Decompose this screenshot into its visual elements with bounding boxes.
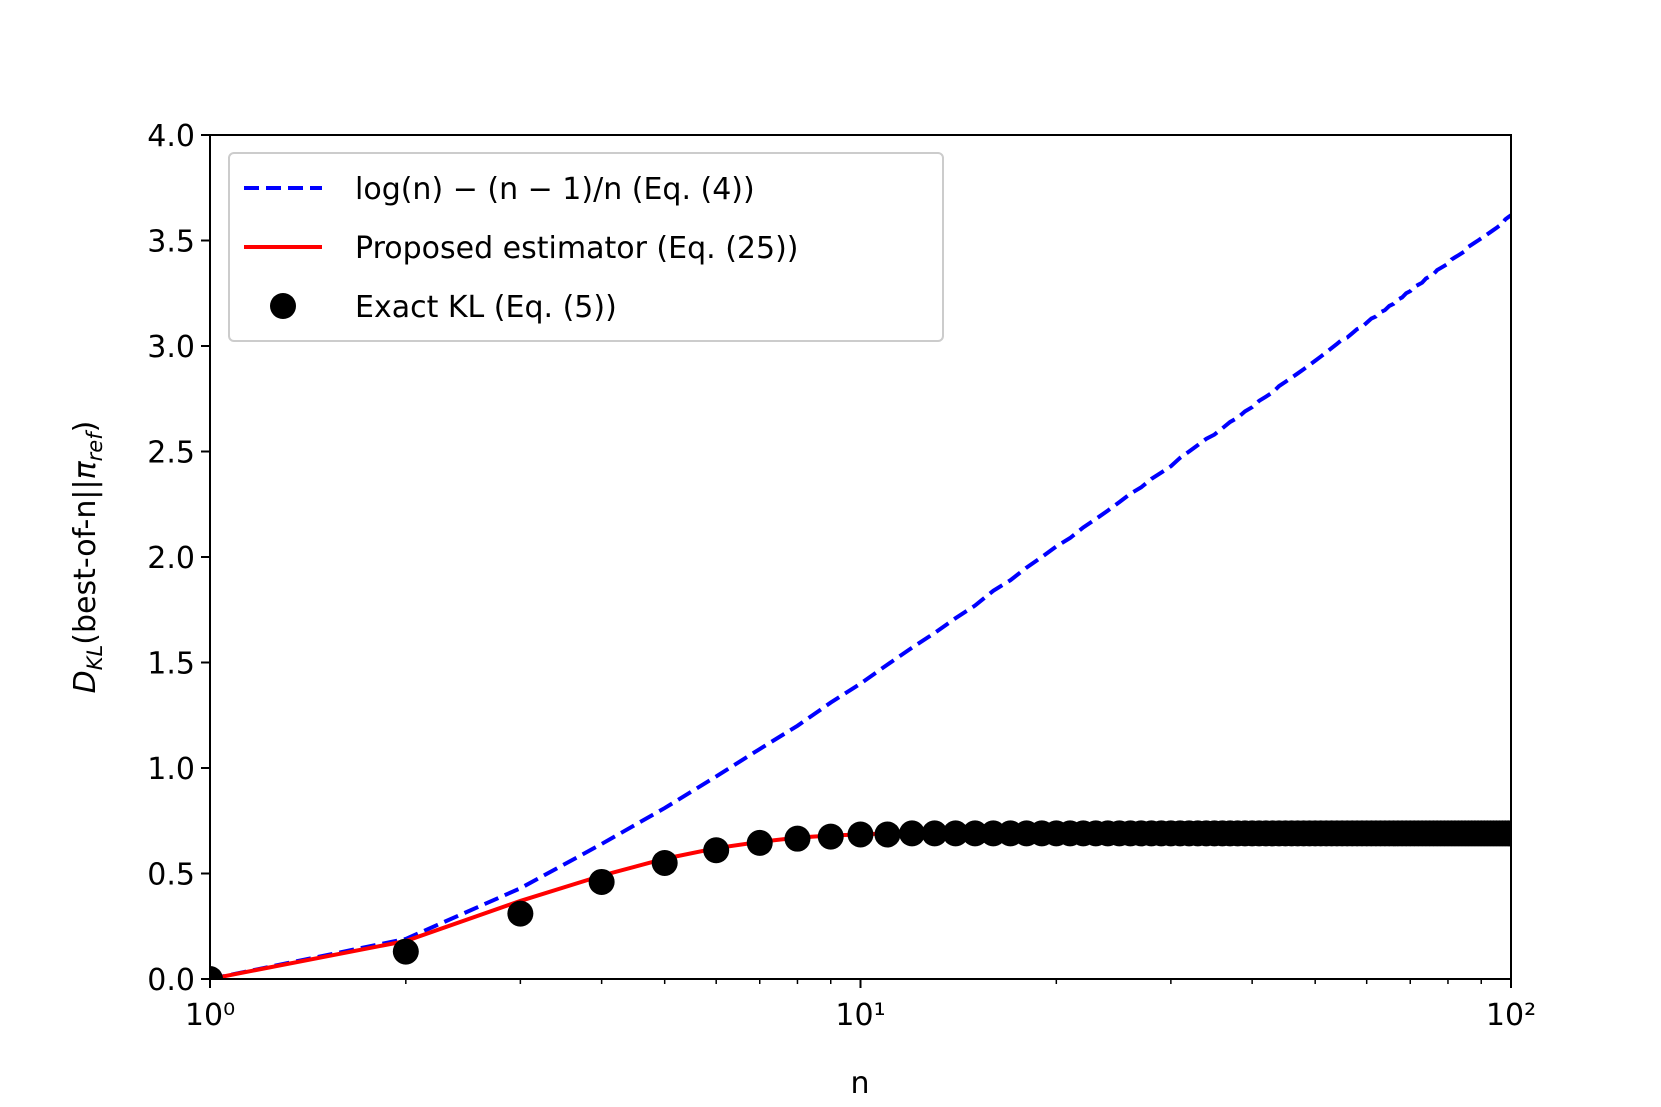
plot-area xyxy=(210,213,1511,979)
legend: log(n) − (n − 1)/n (Eq. (4)) Proposed est… xyxy=(228,152,944,342)
legend-label: Exact KL (Eq. (5)) xyxy=(355,290,617,325)
data-point xyxy=(784,825,811,852)
data-point xyxy=(847,821,874,848)
data-point xyxy=(210,966,223,979)
y-label-part: ref xyxy=(83,429,107,462)
y-tick-label: 2.5 xyxy=(147,436,195,471)
legend-label: Proposed estimator (Eq. (25)) xyxy=(355,231,799,266)
x-tick-label: 10² xyxy=(1486,998,1536,1033)
data-point xyxy=(1498,820,1511,847)
data-point xyxy=(899,820,926,847)
y-label-part: ) xyxy=(68,421,103,433)
data-point xyxy=(962,820,989,847)
axes-frame xyxy=(209,134,1512,980)
y-label-part: (best-of-n|| xyxy=(68,479,103,644)
y-tick-label: 0.0 xyxy=(147,963,195,998)
legend-marker xyxy=(270,293,296,319)
y-tick-label: 3.0 xyxy=(147,330,195,365)
x-tick-label: 10¹ xyxy=(835,998,885,1033)
data-point xyxy=(651,849,678,876)
data-point xyxy=(392,938,419,965)
legend-box xyxy=(228,152,944,342)
data-point xyxy=(942,820,969,847)
y-tick-label: 2.0 xyxy=(147,541,195,576)
y-label-part: D xyxy=(68,670,103,693)
y-tick-label: 1.0 xyxy=(147,752,195,787)
data-point xyxy=(703,837,730,864)
series-line xyxy=(210,213,1511,979)
legend-label: log(n) − (n − 1)/n (Eq. (4)) xyxy=(355,172,755,207)
y-tick-label: 3.5 xyxy=(147,225,195,260)
data-point xyxy=(817,823,844,850)
x-tick-label: 10⁰ xyxy=(185,998,235,1033)
data-point xyxy=(921,820,948,847)
data-point xyxy=(588,868,615,895)
y-tick-label: 1.5 xyxy=(147,647,195,682)
axes: 0.0 0.5 1.0 1.5 2.0 2.5 3.0 3.5 4.0 10⁰ 10¹ 10² xyxy=(147,119,1536,1033)
y-label-part: KL xyxy=(83,645,107,670)
y-tick-label: 4.0 xyxy=(147,119,195,154)
data-point xyxy=(746,829,773,856)
data-point xyxy=(507,900,534,927)
y-label-part: π xyxy=(68,460,103,479)
data-point xyxy=(874,821,901,848)
x-axis-label: n xyxy=(850,1066,869,1101)
y-axis-label: DKL(best-of-n||πref) xyxy=(68,421,107,694)
y-tick-label: 0.5 xyxy=(147,858,195,893)
